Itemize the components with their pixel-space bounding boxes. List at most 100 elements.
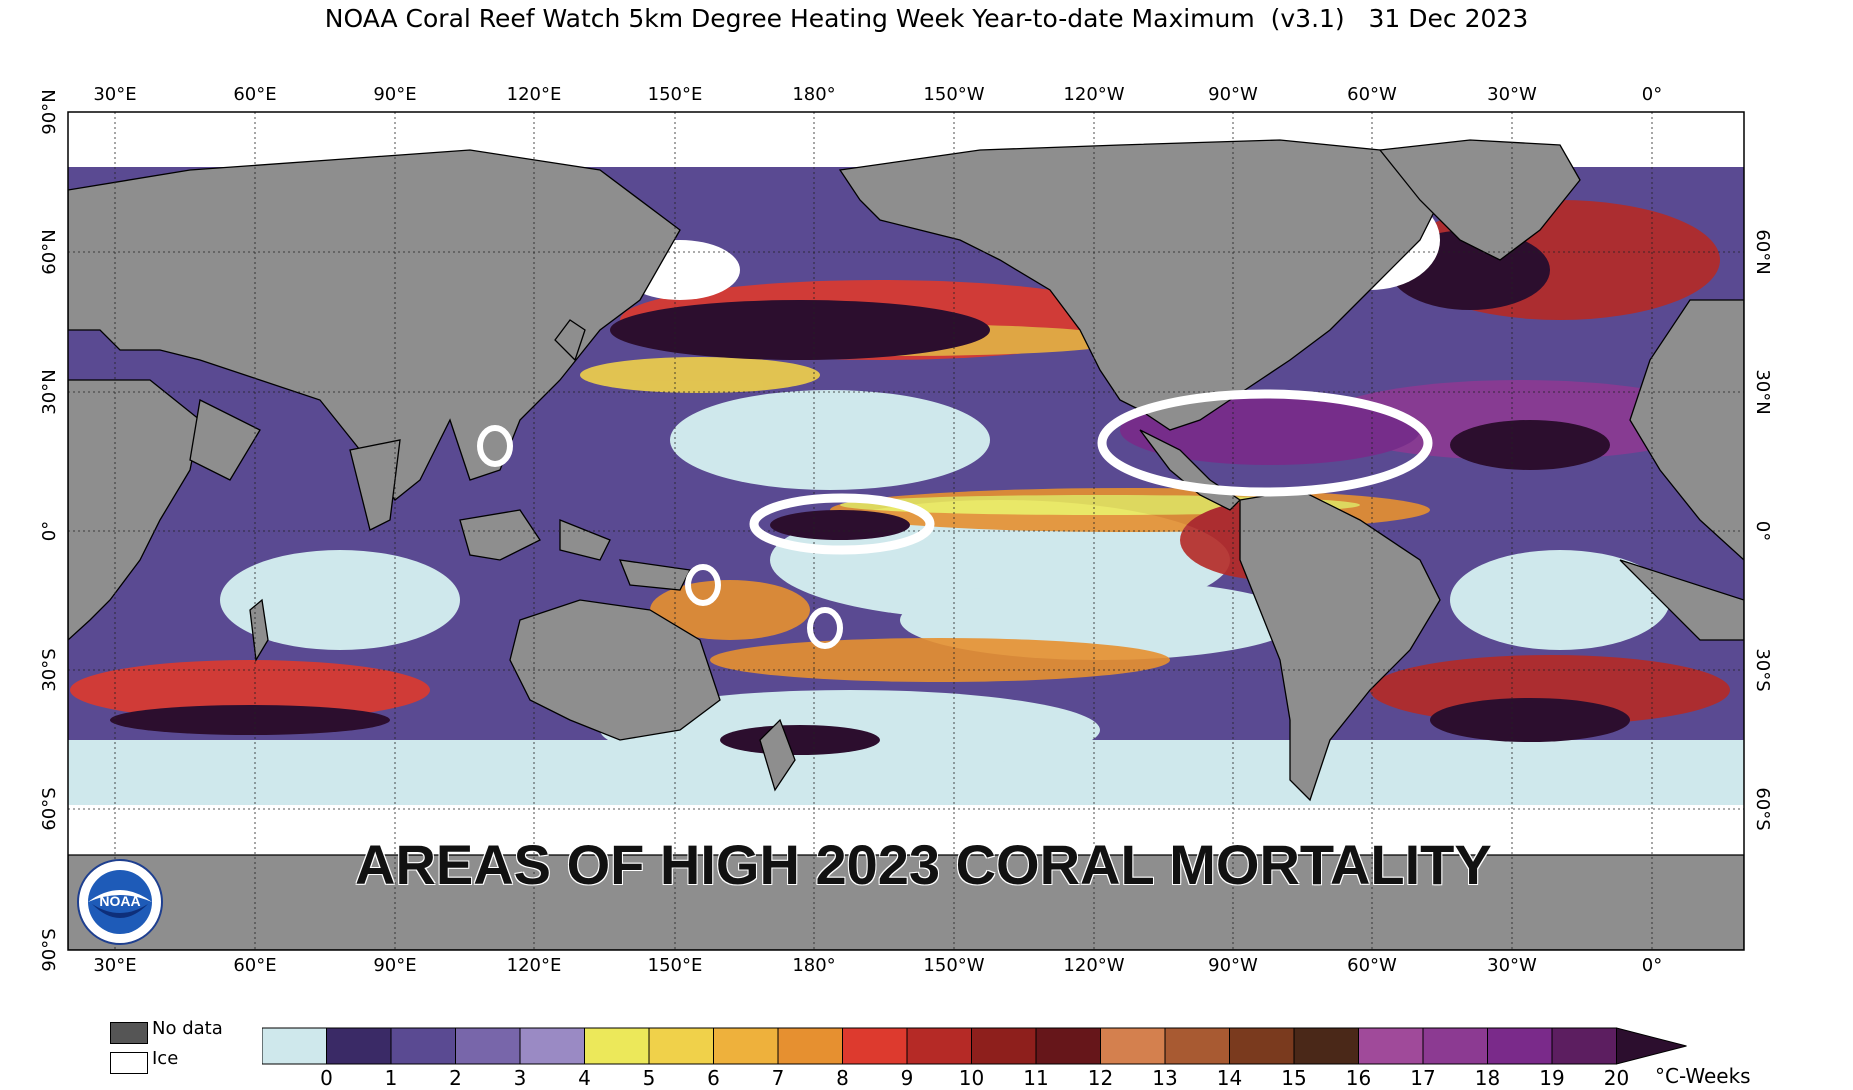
colorbar-segment	[262, 1027, 327, 1065]
colorbar-segment	[648, 1027, 714, 1065]
lon-label: 30°W	[1487, 955, 1537, 976]
colorbar-segment	[1358, 1027, 1424, 1065]
map-frame	[67, 111, 1745, 951]
colorbar-segment	[1100, 1027, 1166, 1065]
lon-label: 0°	[1642, 955, 1662, 976]
lat-labels-left: 90°N 60°N 30°N 0° 30°S 60°S 90°S	[39, 89, 60, 971]
highlight-circles	[477, 389, 1433, 649]
colorbar-segment	[777, 1027, 843, 1065]
lon-label: 120°E	[507, 84, 562, 105]
colorbar-segment	[455, 1027, 521, 1065]
circle-equatorial-pacific	[749, 493, 935, 555]
lat-label: 90°N	[39, 89, 60, 134]
colorbar-ticks: 0 1 2 3 4 5 6 7 8 9 10 11 12 13 14 15 16 17 18 19 20	[0, 1066, 1853, 1090]
lon-label: 60°E	[233, 84, 276, 105]
colorbar-segment	[906, 1027, 972, 1065]
colorbar-tick-label: 19	[1539, 1066, 1565, 1090]
colorbar-tick-label: 6	[707, 1066, 720, 1090]
colorbar-extend-arrow	[1616, 1027, 1687, 1065]
circle-fiji	[807, 607, 843, 649]
sea-ice	[68, 112, 1744, 855]
lon-labels-bottom: 30°E 60°E 90°E 120°E 150°E 180° 150°W 12…	[93, 955, 1662, 976]
colorbar-tick-label: 8	[836, 1066, 849, 1090]
lon-label: 60°W	[1347, 84, 1397, 105]
colorbar-segment	[1293, 1027, 1359, 1065]
lon-label: 30°E	[93, 955, 136, 976]
colorbar-tick-label: 2	[449, 1066, 462, 1090]
graticule	[68, 112, 1744, 950]
lat-label: 30°N	[1752, 369, 1773, 414]
colorbar	[262, 1027, 1687, 1065]
colorbar-segment	[971, 1027, 1037, 1065]
lat-label: 0°	[39, 521, 60, 541]
colorbar-tick-label: 11	[1023, 1066, 1049, 1090]
colorbar-tick-label: 3	[513, 1066, 527, 1090]
colorbar-tick-label: 7	[771, 1066, 785, 1090]
colorbar-segment	[1035, 1027, 1101, 1065]
colorbar-segment	[1422, 1027, 1488, 1065]
circle-taiwan	[477, 425, 513, 467]
colorbar-segment	[1229, 1027, 1295, 1065]
lon-label: 150°E	[648, 84, 703, 105]
colorbar-tick-label: 18	[1474, 1066, 1501, 1090]
lat-label: 60°N	[39, 229, 60, 274]
colorbar-segment	[842, 1027, 908, 1065]
lat-label: 30°N	[39, 369, 60, 414]
no-data-label: No data	[152, 1018, 223, 1039]
lon-label: 90°W	[1208, 955, 1258, 976]
circle-solomon	[685, 564, 721, 606]
lon-label: 120°W	[1063, 955, 1124, 976]
lon-label: 90°W	[1208, 84, 1258, 105]
lon-label: 120°E	[507, 955, 562, 976]
no-data-swatch	[110, 1022, 148, 1044]
colorbar-segment	[713, 1027, 779, 1065]
land	[68, 139, 1744, 950]
colorbar-segment	[326, 1027, 392, 1065]
colorbar-segment	[1487, 1027, 1553, 1065]
lat-label: 30°S	[1752, 648, 1773, 691]
lon-label: 30°W	[1487, 84, 1537, 105]
lon-label: 60°E	[233, 955, 276, 976]
dhw-map: 30°E 60°E 90°E 120°E 150°E 180° 150°W 12…	[39, 84, 1773, 976]
circle-caribbean	[1097, 389, 1433, 497]
lat-label: 60°S	[1752, 787, 1773, 830]
lat-label: 30°S	[39, 648, 60, 691]
colorbar-segment	[519, 1027, 585, 1065]
noaa-logo: NOAA	[77, 859, 163, 945]
lon-label: 120°W	[1063, 84, 1124, 105]
lon-label: 90°E	[373, 955, 416, 976]
lon-label: 30°E	[93, 84, 136, 105]
colorbar-segment	[390, 1027, 456, 1065]
lat-label: 60°S	[39, 787, 60, 830]
lat-labels-right: 60°N 30°N 0° 30°S 60°S	[1752, 229, 1773, 830]
colorbar-tick-label: 10	[958, 1066, 985, 1090]
lon-label: 150°W	[923, 84, 984, 105]
colorbar-tick-label: 16	[1345, 1066, 1372, 1090]
ice-swatch	[110, 1052, 148, 1074]
lon-label: 60°W	[1347, 955, 1397, 976]
colorbar-tick-label: 13	[1152, 1066, 1178, 1090]
lat-label: 0°	[1752, 521, 1773, 541]
colorbar-tick-label: 9	[900, 1066, 914, 1090]
lon-label: 0°	[1642, 84, 1662, 105]
lat-label: 60°N	[1752, 229, 1773, 274]
colorbar-tick-label: 1	[384, 1066, 398, 1090]
colorbar-tick-label: 0	[320, 1066, 333, 1090]
ice-label: Ice	[152, 1048, 179, 1069]
logo-text: NOAA	[99, 893, 140, 909]
colorbar-unit: °C-Weeks	[1655, 1064, 1751, 1088]
lon-labels-top: 30°E 60°E 90°E 120°E 150°E 180° 150°W 12…	[93, 84, 1662, 105]
lon-label: 150°W	[923, 955, 984, 976]
colorbar-tick-label: 20	[1603, 1066, 1630, 1090]
chart-title: NOAA Coral Reef Watch 5km Degree Heating…	[324, 4, 1529, 33]
lat-label: 90°S	[39, 928, 60, 971]
mortality-banner: AREAS OF HIGH 2023 CORAL MORTALITY	[355, 833, 1492, 896]
colorbar-tick-label: 15	[1281, 1066, 1307, 1090]
colorbar-tick-label: 12	[1087, 1066, 1114, 1090]
colorbar-tick-label: 17	[1410, 1066, 1436, 1090]
lon-label: 150°E	[648, 955, 703, 976]
colorbar-tick-label: 14	[1216, 1066, 1243, 1090]
lon-label: 180°	[792, 955, 835, 976]
colorbar-segment	[1164, 1027, 1230, 1065]
colorbar-tick-label: 5	[642, 1066, 656, 1090]
